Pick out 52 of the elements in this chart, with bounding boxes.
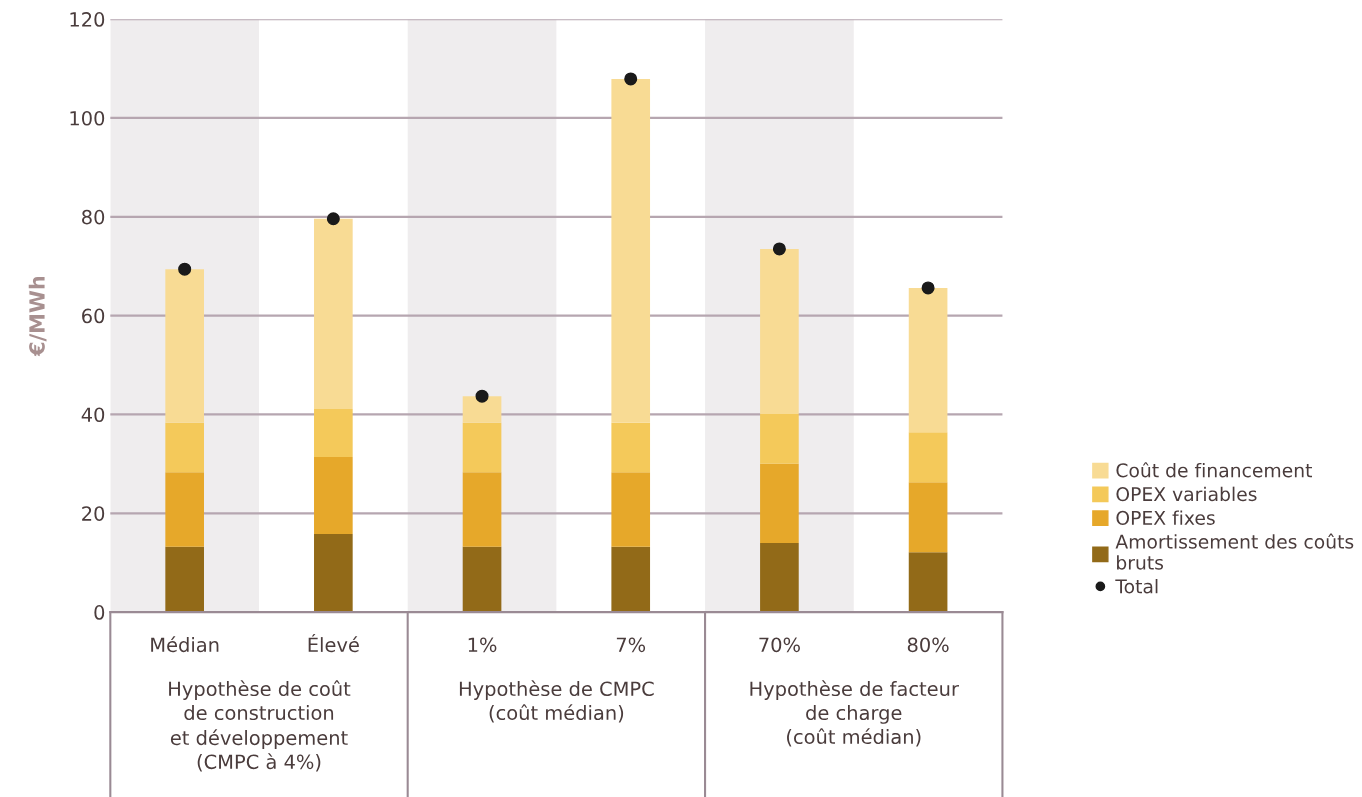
bar — [314, 456, 353, 535]
point — [178, 262, 192, 276]
bar — [462, 422, 502, 473]
y-axis-title: €/MWh — [28, 276, 47, 357]
text: Hypothèse de coût de construction et développement (CMPC à 4%) — [169, 680, 351, 772]
bar — [908, 482, 948, 553]
x-tick-label: Médian — [151, 636, 219, 653]
bar — [165, 269, 204, 423]
bar — [908, 287, 948, 433]
y-tick-label: 100 — [70, 110, 105, 126]
bar — [611, 78, 651, 423]
text: Hypothèse de CMPC (coût médian) — [459, 680, 654, 723]
bar — [462, 546, 502, 613]
x-tick-label: 80% — [907, 637, 949, 653]
point — [326, 212, 340, 226]
y-tick-label: 80 — [82, 209, 105, 225]
x-tick-label: 1% — [468, 637, 497, 653]
point — [624, 72, 638, 86]
legend-label: Coût de financement — [1116, 462, 1313, 478]
bar — [760, 413, 799, 464]
bar — [165, 422, 204, 473]
legend-label: Amortissement des coûts bruts — [1115, 533, 1354, 570]
bar — [760, 248, 799, 414]
bar — [314, 534, 353, 613]
y-tick-label: 40 — [81, 407, 105, 423]
bar — [314, 409, 353, 457]
bar — [462, 472, 502, 547]
text: Hypothèse de facteur de charge (coût médian) — [750, 680, 959, 747]
bar — [314, 218, 353, 409]
x-tick-label: Élevé — [308, 633, 359, 653]
bar — [760, 542, 799, 613]
legend-label: OPEX variables — [1116, 486, 1257, 502]
y-tick-label: 120 — [70, 12, 105, 27]
bar — [462, 396, 502, 423]
y-tick-label: 60 — [82, 308, 105, 324]
x-tick-label: 7% — [616, 637, 646, 653]
legend-label: Total — [1115, 578, 1158, 594]
legend-label: OPEX fixes — [1116, 510, 1215, 525]
x-tick-label: 70% — [759, 637, 800, 653]
bar — [611, 546, 651, 613]
bar — [611, 422, 651, 473]
y-tick-label: 0 — [94, 605, 105, 620]
bar — [611, 472, 651, 547]
bar — [760, 463, 799, 543]
bar — [165, 472, 204, 547]
point — [921, 281, 935, 295]
point — [772, 242, 786, 256]
bar — [908, 432, 948, 483]
bar — [908, 552, 948, 613]
y-tick-label: 20 — [82, 506, 105, 521]
point — [475, 389, 489, 403]
bar — [165, 546, 204, 613]
